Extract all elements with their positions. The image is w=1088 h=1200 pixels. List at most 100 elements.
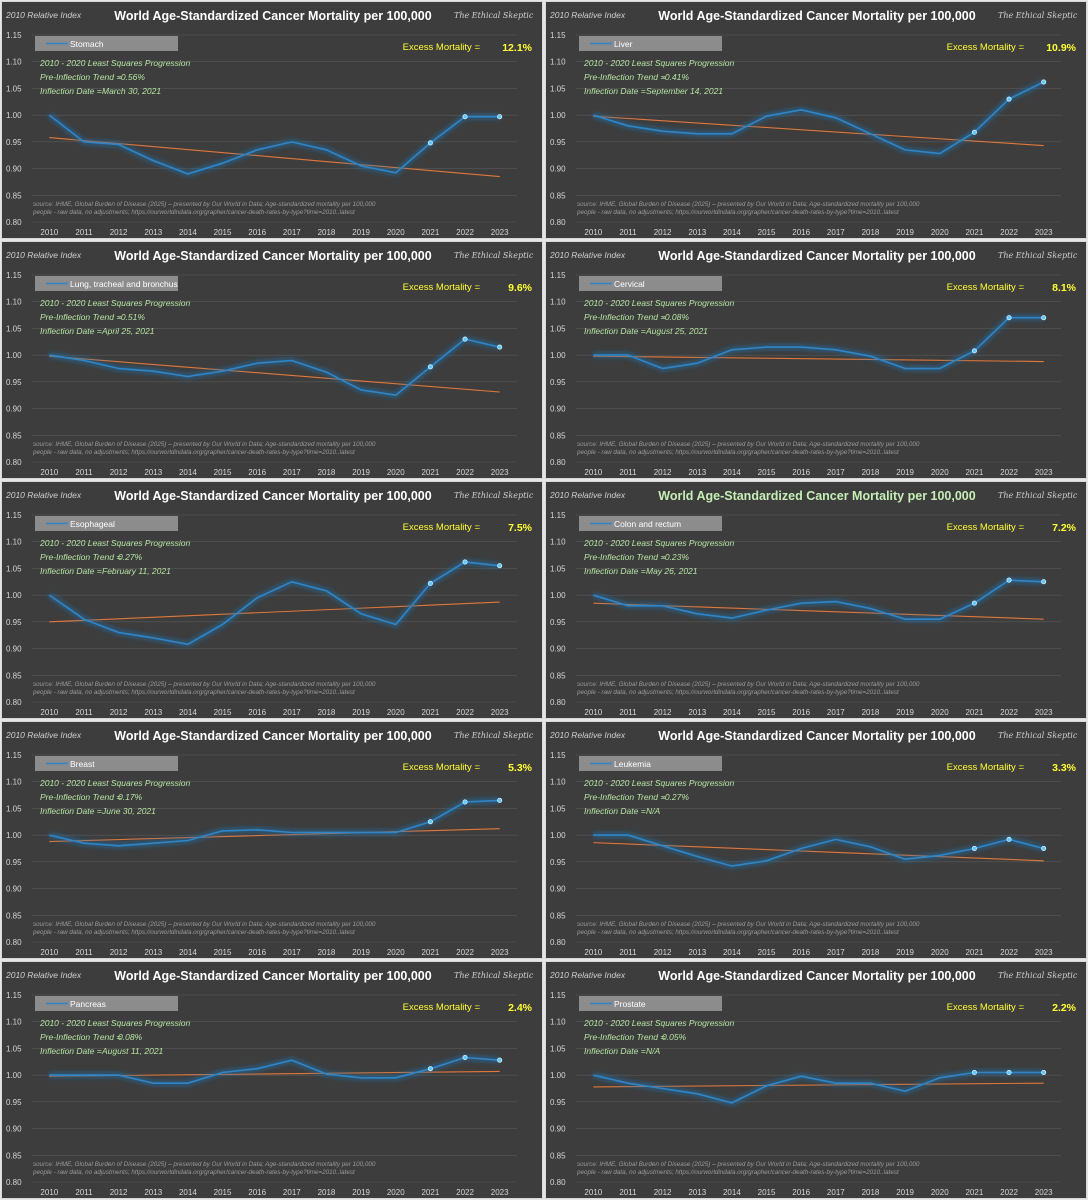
excess-value: 12.1% [502,42,532,54]
source-line: people - raw data, no adjustments; https… [576,929,899,936]
y-tick-label: 0.80 [550,698,566,707]
x-tick-label: 2015 [758,468,776,477]
excess-value: 7.2% [1052,522,1077,534]
x-tick-label: 2013 [688,948,706,957]
legend-label: Prostate [614,999,646,1009]
y-tick-label: 1.10 [6,298,22,307]
data-point [1041,315,1047,321]
x-tick-label: 2017 [283,948,301,957]
source-line: source: IHME, Global Burden of Disease (… [577,441,920,448]
x-tick-label: 2023 [491,1188,509,1197]
y-tick-label: 0.85 [6,191,22,200]
y-tick-label: 0.85 [550,671,566,680]
source-line: people - raw data, no adjustments; https… [576,449,899,456]
chart-title: World Age-Standardized Cancer Mortality … [114,249,431,263]
pre-trend-note: Pre-Inflection Trend =-0.41% [584,72,689,82]
y-tick-label: 1.00 [6,351,22,360]
y-tick-label: 1.05 [550,324,566,333]
inflection-label: Inflection Date = [584,806,646,816]
x-tick-label: 2018 [318,708,336,717]
data-point [427,580,433,586]
data-point [497,114,503,120]
y-tick-label: 0.80 [6,698,22,707]
brand-mark: The Ethical Skeptic [454,11,534,20]
pre-trend-label: Pre-Inflection Trend = [584,72,665,82]
brand-mark: The Ethical Skeptic [454,731,534,740]
data-point [1006,315,1012,321]
x-tick-label: 2011 [75,468,93,477]
method-note: 2010 - 2020 Least Squares Progression [583,538,735,548]
x-tick-label: 2014 [179,1188,197,1197]
x-tick-label: 2014 [723,708,741,717]
x-tick-label: 2015 [758,228,776,237]
y-tick-label: 1.15 [6,751,22,760]
inflection-note: Inflection Date =March 30, 2021 [40,86,161,96]
y-tick-label: 0.80 [6,938,22,947]
pre-trend-note: Pre-Inflection Trend =-0.51% [40,312,145,322]
chart-svg: 0.80 0.85 0.90 0.95 1.00 1.05 1.10 1.15 2010 2011… [549,729,1078,957]
legend-box [35,996,178,1011]
pre-trend-label: Pre-Inflection Trend = [40,312,121,322]
x-tick-label: 2019 [352,468,370,477]
x-tick-label: 2014 [179,948,197,957]
trend-line [49,355,500,393]
x-tick-label: 2019 [896,708,914,717]
x-tick-label: 2022 [456,468,474,477]
y-tick-label: 1.00 [550,831,566,840]
x-tick-label: 2012 [654,468,672,477]
y-tick-label: 1.10 [6,538,22,547]
source-line: source: IHME, Global Burden of Disease (… [577,201,920,208]
x-tick-label: 2019 [352,1188,370,1197]
trend-line [593,1082,1044,1088]
pre-trend-note: Pre-Inflection Trend =0.05% [584,1032,687,1042]
x-tick-label: 2023 [491,948,509,957]
chart-panel: 0.80 0.85 0.90 0.95 1.00 1.05 1.10 1.15 2010 2011… [1,241,543,479]
data-point [427,819,433,825]
excess-label: Excess Mortality = [947,282,1025,293]
chart-panel: 0.80 0.85 0.90 0.95 1.00 1.05 1.10 1.15 2010 2011… [545,241,1087,479]
x-tick-label: 2021 [965,1188,983,1197]
y-tick-label: 1.10 [6,778,22,787]
y-axis-title: 2010 Relative Index [549,250,626,260]
y-tick-label: 0.85 [6,431,22,440]
y-axis-title: 2010 Relative Index [5,250,82,260]
y-tick-label: 1.10 [550,778,566,787]
x-tick-label: 2020 [931,948,949,957]
inflection-value: March 30, 2021 [102,86,161,96]
x-tick-label: 2017 [827,468,845,477]
y-tick-label: 0.85 [6,671,22,680]
y-tick-label: 1.05 [6,804,22,813]
source-line: source: IHME, Global Burden of Disease (… [33,681,376,688]
excess-label: Excess Mortality = [403,42,481,53]
x-tick-label: 2014 [179,228,197,237]
source-line: people - raw data, no adjustments; https… [576,689,899,696]
pre-trend-note: Pre-Inflection Trend =-0.23% [584,552,689,562]
data-point [971,846,977,852]
x-tick-label: 2021 [965,708,983,717]
data-point [462,114,468,120]
y-tick-label: 0.95 [6,138,22,147]
x-tick-label: 2013 [688,468,706,477]
legend-label: Liver [614,39,633,49]
y-tick-label: 0.80 [550,458,566,467]
y-axis-title: 2010 Relative Index [549,490,626,500]
x-tick-label: 2012 [110,708,128,717]
x-tick-label: 2013 [144,708,162,717]
y-tick-label: 1.05 [6,84,22,93]
chart-panel: 0.80 0.85 0.90 0.95 1.00 1.05 1.10 1.15 2010 2011… [545,961,1087,1199]
source-line: people - raw data, no adjustments; https… [576,209,899,216]
data-point [497,344,503,350]
chart-panel: 0.80 0.85 0.90 0.95 1.00 1.05 1.10 1.15 2010 2011… [1,1,543,239]
y-axis-title: 2010 Relative Index [549,970,626,980]
y-tick-label: 0.90 [6,645,22,654]
y-tick-label: 1.05 [550,84,566,93]
legend-box [35,516,178,531]
y-tick-label: 0.90 [550,1125,566,1134]
x-tick-label: 2015 [214,948,232,957]
x-tick-label: 2011 [75,948,93,957]
x-tick-label: 2015 [758,708,776,717]
excess-value: 7.5% [508,522,533,534]
x-tick-label: 2019 [352,228,370,237]
x-tick-label: 2012 [654,228,672,237]
